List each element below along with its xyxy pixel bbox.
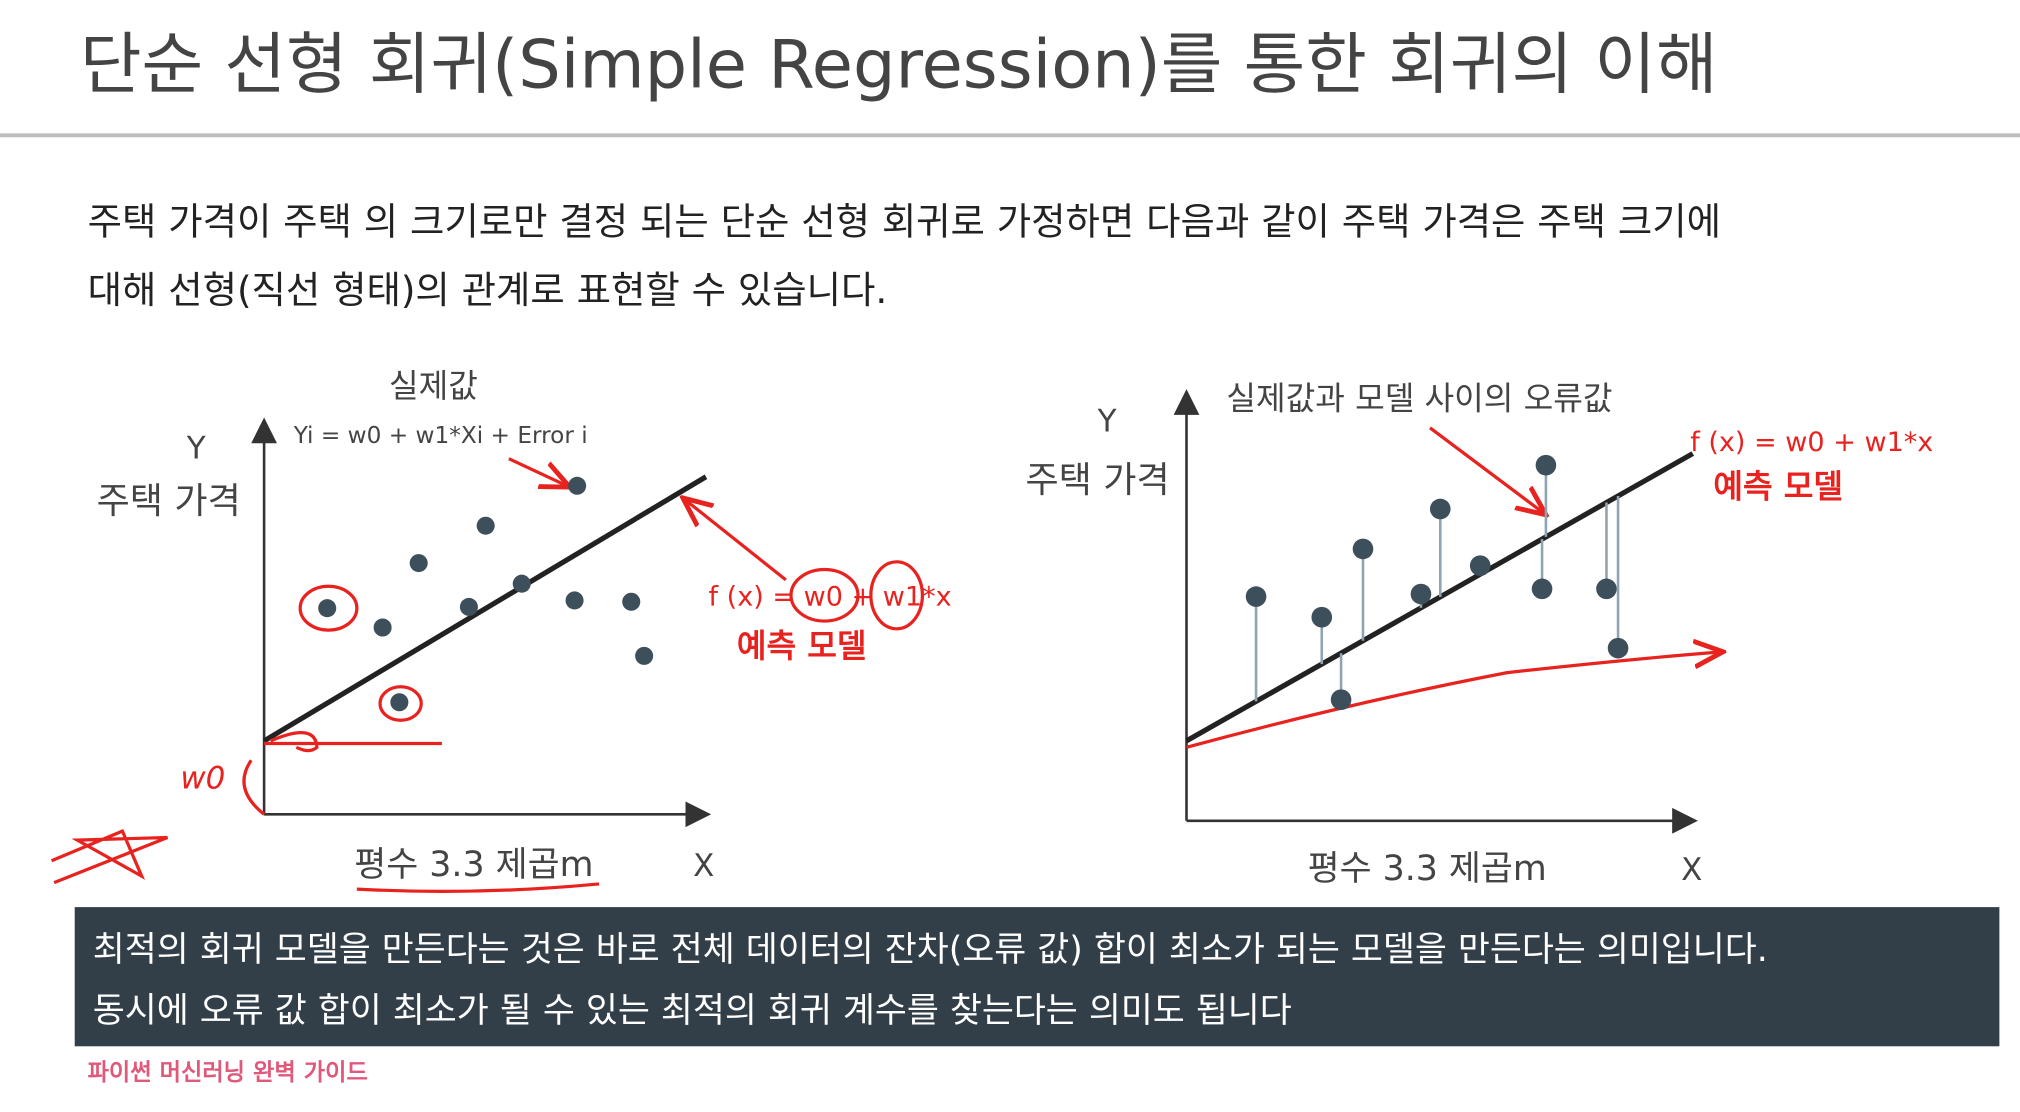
x-label: 평수 3.3 제곱m [1308, 849, 1547, 889]
regression-line [1185, 451, 1695, 744]
point [622, 592, 641, 611]
point [1410, 583, 1432, 605]
point [568, 476, 587, 495]
slide-title: 단순 선형 회귀(Simple Regression)를 통한 회귀의 이해 [80, 26, 1718, 104]
left-diagram: Y 주택 가격 실제값 Yi = w0 + w1*Xi + Error i f … [50, 367, 952, 893]
point [409, 554, 428, 573]
point [565, 591, 584, 610]
error-label: 실제값과 모델 사이의 오류값 [1226, 380, 1612, 418]
model-label: 예측 모델 [737, 627, 867, 665]
point [512, 574, 531, 593]
point [1535, 454, 1557, 476]
point [1245, 586, 1267, 607]
point [1607, 637, 1629, 659]
point [1429, 498, 1451, 520]
right-diagram: Y 주택 가격 실제값과 모델 사이의 오류값 f (x) = w0 + w1*… [1025, 380, 1933, 889]
actual-label: 실제값 [389, 367, 478, 405]
x-axis-label: X [693, 848, 714, 884]
x-axis-label: X [1681, 852, 1702, 888]
y-label: 주택 가격 [1025, 459, 1169, 501]
regression-line [262, 474, 708, 744]
footer: 파이썬 머신러닝 완벽 가이드 [88, 1059, 368, 1086]
point [1311, 606, 1333, 628]
point [476, 516, 495, 535]
point [459, 597, 478, 616]
point [1330, 689, 1352, 710]
x-label: 평수 3.3 제곱m [354, 845, 593, 885]
intro-line: 대해 선형(직선 형태)의 관계로 표현할 수 있습니다. [88, 268, 888, 312]
annotations [50, 457, 925, 893]
formula: Yi = w0 + w1*Xi + Error i [293, 422, 588, 449]
annotations [1186, 426, 1719, 749]
point [1531, 578, 1553, 600]
summary-box [74, 907, 2000, 1047]
intercept-note: w0 [180, 761, 225, 797]
intro-line: 주택 가격이 주택 의 크기로만 결정 되는 단순 선형 회귀로 가정하면 다음… [88, 200, 1721, 244]
point [635, 646, 654, 665]
point [1596, 578, 1617, 600]
point [390, 693, 409, 712]
point [373, 618, 392, 637]
model-formula: f (x) = w0 + w1*x [709, 582, 952, 613]
y-axis-label: Y [186, 431, 206, 467]
point [1352, 538, 1374, 560]
point [318, 599, 337, 618]
y-label: 주택 가격 [97, 480, 241, 522]
point [1469, 555, 1491, 576]
y-axis-label: Y [1097, 404, 1117, 440]
model-label: 예측 모델 [1713, 467, 1843, 505]
summary-line: 동시에 오류 값 합이 최소가 될 수 있는 최적의 회귀 계수를 찾는다는 의… [93, 991, 1292, 1031]
summary-line: 최적의 회귀 모델을 만든다는 것은 바로 전체 데이터의 잔차(오류 값) 합… [93, 930, 1768, 970]
model-formula: f (x) = w0 + w1*x [1690, 427, 1933, 458]
